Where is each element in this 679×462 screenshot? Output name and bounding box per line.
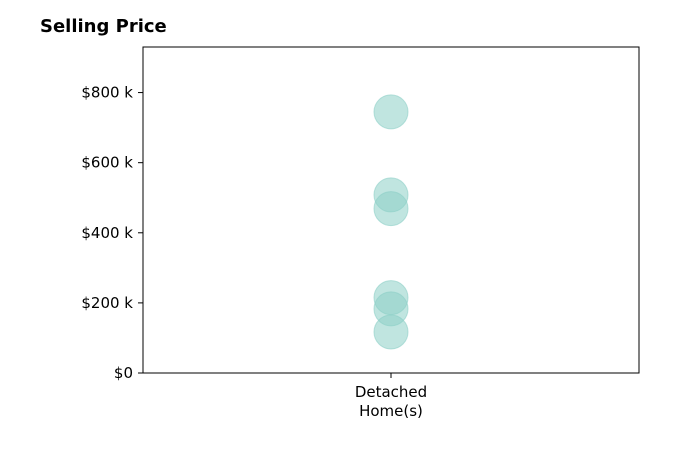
y-tick-label: $800 k <box>81 84 133 102</box>
x-tick-label: Detached Home(s) <box>355 383 427 420</box>
data-point <box>373 94 409 130</box>
y-tick-label: $600 k <box>81 154 133 172</box>
y-tick-label: $0 <box>114 364 133 382</box>
data-point <box>373 191 409 227</box>
chart-title: Selling Price <box>40 16 167 37</box>
data-point <box>373 314 409 350</box>
y-tick-label: $200 k <box>81 294 133 312</box>
y-tick-label: $400 k <box>81 224 133 242</box>
